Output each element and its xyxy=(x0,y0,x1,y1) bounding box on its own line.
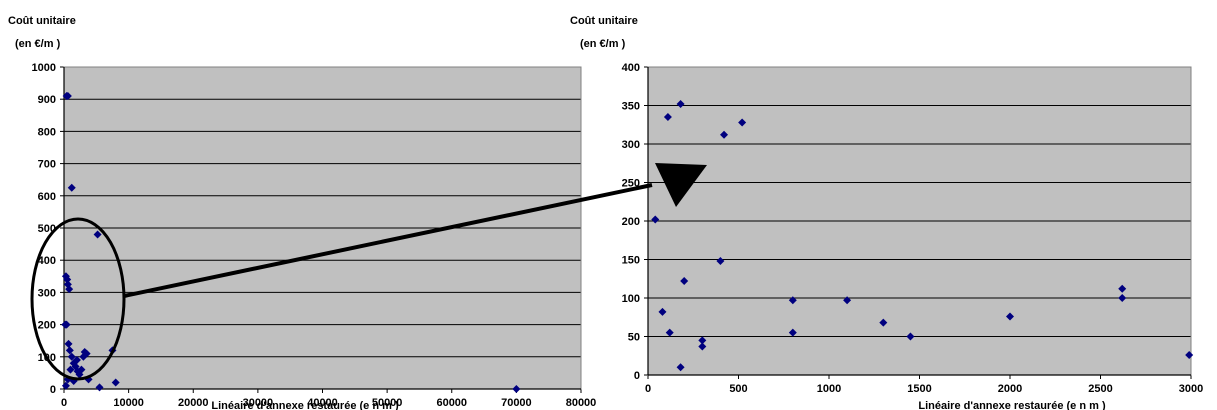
y-tick-label: 100 xyxy=(622,293,640,305)
data-point xyxy=(64,339,73,348)
x-tick-label: 30000 xyxy=(243,397,274,409)
data-point xyxy=(512,385,521,393)
y-tick-label: 0 xyxy=(634,370,640,382)
y-axis-title-line1: Coût unitaire xyxy=(570,15,638,27)
x-tick-label: 20000 xyxy=(178,397,209,409)
data-point xyxy=(1006,312,1014,321)
y-tick-label: 50 xyxy=(628,332,640,344)
data-point xyxy=(1185,350,1194,359)
data-point xyxy=(65,285,74,294)
x-tick-labels: 0 500 1000 1500 2000 2500 3000 xyxy=(645,383,1203,395)
x-tick-label: 3000 xyxy=(1179,383,1203,395)
y-tick-label: 300 xyxy=(38,287,56,299)
data-point xyxy=(680,277,689,286)
data-point xyxy=(665,328,674,337)
x-tick-label: 500 xyxy=(729,383,747,395)
data-point xyxy=(67,183,76,192)
data-point xyxy=(879,318,888,327)
data-points xyxy=(61,91,521,393)
data-point xyxy=(658,307,667,316)
x-tick-label: 50000 xyxy=(372,397,403,409)
y-tick-label: 1000 xyxy=(32,62,56,74)
x-tick-label: 1500 xyxy=(907,383,931,395)
zoom-arrow-shaft xyxy=(123,183,653,298)
x-tick-label: 80000 xyxy=(566,397,597,409)
data-point xyxy=(66,365,75,374)
data-point xyxy=(716,257,725,266)
y-tick-label: 400 xyxy=(622,62,640,74)
zoom-region-ellipse xyxy=(30,217,126,381)
data-point xyxy=(663,113,672,122)
y-tick-label: 200 xyxy=(38,320,56,332)
x-tick-label: 60000 xyxy=(436,397,467,409)
y-tick-label: 350 xyxy=(622,101,640,113)
data-point xyxy=(65,346,74,355)
data-point xyxy=(61,381,70,390)
data-point xyxy=(1118,284,1127,293)
data-point xyxy=(72,356,81,365)
x-tick-label: 1000 xyxy=(817,383,841,395)
x-tick-labels: 0 10000 20000 30000 40000 50000 60000 70000 8000… xyxy=(61,397,596,409)
zoom-annotation xyxy=(30,163,707,381)
zoom-arrow-head xyxy=(655,163,707,207)
data-point xyxy=(788,296,797,305)
data-point xyxy=(720,130,729,139)
data-point xyxy=(1118,294,1127,302)
x-tick-label: 40000 xyxy=(307,397,338,409)
x-tick-label: 2500 xyxy=(1088,383,1112,395)
axes xyxy=(647,66,1192,376)
y-tick-label: 0 xyxy=(50,384,56,396)
data-point xyxy=(676,99,685,108)
x-axis-label: Linéaire d'annexe restaurée (e n m ) xyxy=(918,400,1106,410)
data-point xyxy=(651,215,660,224)
x-tick-label: 70000 xyxy=(501,397,532,409)
data-point xyxy=(77,365,86,374)
y-tick-label: 400 xyxy=(38,255,56,267)
x-tick-label: 10000 xyxy=(113,397,144,409)
data-point xyxy=(93,230,102,239)
data-point xyxy=(698,336,707,345)
data-point xyxy=(843,296,852,305)
data-point xyxy=(67,352,76,361)
scatter-chart-zoom: Coût unitaire (en €/m ) 0501001502002503… xyxy=(570,15,1203,410)
data-point xyxy=(676,363,685,372)
x-tick-label: 2000 xyxy=(998,383,1022,395)
y-tick-label: 150 xyxy=(622,255,640,267)
y-tick-label: 200 xyxy=(622,216,640,228)
data-point xyxy=(906,332,915,341)
y-tick-label: 600 xyxy=(38,191,56,203)
y-tick-label: 800 xyxy=(38,126,56,138)
x-tick-label: 0 xyxy=(645,383,651,395)
y-tick-label: 700 xyxy=(38,159,56,171)
data-point xyxy=(738,118,747,127)
scatter-chart-overview: Coût unitaire (en €/m ) 0100200300400500… xyxy=(8,15,596,410)
y-axis-title-line2: (en €/m ) xyxy=(15,38,61,50)
y-tick-label: 300 xyxy=(622,139,640,151)
x-axis-label: Linéaire d'annexe restaurée (e n m ) xyxy=(211,400,399,410)
y-tick-label: 900 xyxy=(38,94,56,106)
data-point xyxy=(63,91,72,100)
data-point xyxy=(698,342,707,351)
axes xyxy=(63,66,582,390)
y-axis-title-line2: (en €/m ) xyxy=(580,38,626,50)
data-point xyxy=(95,383,104,392)
data-point xyxy=(788,328,797,337)
x-tick-label: 0 xyxy=(61,397,67,409)
data-point xyxy=(111,378,120,387)
y-axis-title-line1: Coût unitaire xyxy=(8,15,76,27)
data-points xyxy=(651,99,1194,372)
data-point xyxy=(62,320,71,329)
data-point xyxy=(63,275,72,284)
data-point xyxy=(82,349,91,358)
